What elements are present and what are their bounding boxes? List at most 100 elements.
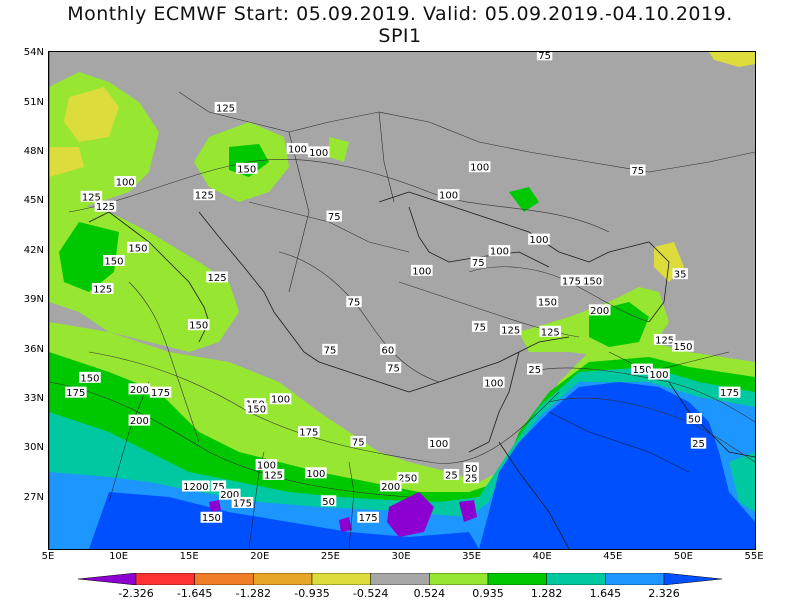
contour-label: 75	[385, 361, 402, 374]
contour-label: 75	[322, 343, 338, 356]
map-subtitle: SPI1	[378, 25, 422, 47]
svg-text:200: 200	[130, 385, 149, 396]
contour-label: 175	[357, 511, 379, 524]
contour-label: 50	[686, 412, 702, 425]
contour-label: 125	[91, 282, 114, 295]
contour-label: 100	[255, 459, 278, 472]
svg-text:100: 100	[309, 148, 328, 159]
contour-label: 125	[94, 200, 117, 213]
contour-label: 25	[443, 468, 460, 481]
green-spot-poland	[329, 137, 349, 162]
svg-text:75: 75	[324, 345, 337, 356]
colorbar	[78, 573, 722, 585]
contour-label: 250	[396, 472, 419, 485]
svg-text:75: 75	[631, 166, 644, 177]
contour-label: 150	[187, 319, 210, 332]
svg-text:100: 100	[412, 266, 431, 277]
colorbar-swatch	[253, 573, 313, 585]
purple-region-egypt	[387, 492, 434, 537]
colorbar-swatch	[487, 573, 547, 585]
svg-text:100: 100	[306, 469, 325, 480]
svg-text:150: 150	[202, 513, 221, 524]
contour-label: 125	[539, 325, 562, 338]
contour-label: 100	[427, 437, 450, 450]
longitude-label: 50E	[673, 551, 693, 562]
svg-text:75: 75	[352, 438, 365, 449]
contour-label: 175	[298, 426, 320, 439]
deep-blue-sahara	[89, 492, 479, 549]
svg-text:100: 100	[649, 370, 668, 381]
colorbar-label: -0.524	[352, 587, 389, 600]
svg-text:100: 100	[484, 378, 503, 389]
svg-text:150: 150	[538, 298, 557, 309]
yellow-region-nw	[64, 87, 119, 142]
svg-text:150: 150	[80, 373, 99, 384]
contour-label: 25	[527, 363, 543, 376]
contour-label: 50	[320, 495, 337, 508]
svg-text:100: 100	[470, 163, 489, 174]
svg-text:75: 75	[472, 258, 485, 269]
latitude-label: 48N	[23, 146, 44, 158]
latitude-label: 33N	[23, 392, 44, 404]
svg-text:25: 25	[465, 474, 478, 485]
contour-label: 175	[65, 386, 87, 399]
svg-text:50: 50	[465, 464, 478, 475]
contour-label: 100	[307, 146, 330, 159]
contour-label: 150	[631, 363, 653, 376]
svg-text:125: 125	[501, 326, 520, 337]
svg-text:200: 200	[220, 490, 239, 501]
svg-text:175: 175	[562, 276, 581, 287]
contour-label: 175	[718, 386, 741, 399]
svg-text:125: 125	[82, 192, 101, 203]
svg-text:125: 125	[96, 202, 115, 213]
latitude-label: 51N	[23, 96, 44, 108]
svg-text:100: 100	[429, 439, 448, 450]
svg-text:75: 75	[348, 298, 361, 309]
svg-text:75: 75	[328, 212, 341, 223]
svg-text:175: 175	[66, 388, 85, 399]
contour-label: 100	[648, 368, 670, 381]
svg-text:250: 250	[398, 474, 417, 485]
contour-label: 75	[470, 256, 486, 269]
svg-text:200: 200	[130, 416, 149, 427]
contour-label: 25	[690, 437, 707, 450]
contour-label: 100	[468, 161, 491, 174]
svg-text:150: 150	[247, 405, 266, 416]
svg-text:150: 150	[128, 243, 147, 254]
svg-text:150: 150	[632, 365, 651, 376]
contour-label: 50	[463, 462, 479, 475]
contour-label: 75	[210, 480, 227, 493]
contour-label: 150	[672, 340, 694, 353]
svg-text:200: 200	[381, 482, 400, 493]
contour-label: 100	[269, 393, 292, 406]
svg-text:125: 125	[195, 191, 214, 202]
svg-text:60: 60	[382, 345, 395, 356]
svg-text:75: 75	[473, 322, 486, 333]
longitude-label: 40E	[532, 551, 552, 562]
colorbar-label: -1.282	[235, 587, 272, 600]
contour-label: 75	[346, 296, 362, 309]
svg-text:100: 100	[116, 178, 135, 189]
colorbar-label: 2.326	[648, 587, 680, 600]
colorbar-label: -1.645	[176, 587, 213, 600]
purple-spot-west	[209, 500, 221, 512]
contour-label: 150	[200, 511, 223, 524]
svg-text:200: 200	[590, 306, 609, 317]
svg-text:25: 25	[692, 439, 705, 450]
contour-label: 25	[463, 472, 479, 485]
svg-text:150: 150	[583, 276, 602, 287]
green-core-italy	[59, 222, 119, 292]
contour-label: 150	[581, 274, 604, 287]
longitude-label: 55E	[744, 551, 764, 562]
svg-text:100: 100	[490, 247, 509, 258]
contour-label: 200	[128, 383, 151, 396]
yellow-region-w	[49, 147, 84, 177]
svg-text:100: 100	[529, 235, 548, 246]
contour-label: 125	[499, 324, 522, 337]
contour-label: 35	[672, 268, 688, 281]
svg-text:100: 100	[288, 145, 307, 156]
longitude-label: 35E	[462, 551, 482, 562]
colorbar-label: -2.326	[118, 587, 154, 600]
coastlines	[88, 191, 755, 549]
